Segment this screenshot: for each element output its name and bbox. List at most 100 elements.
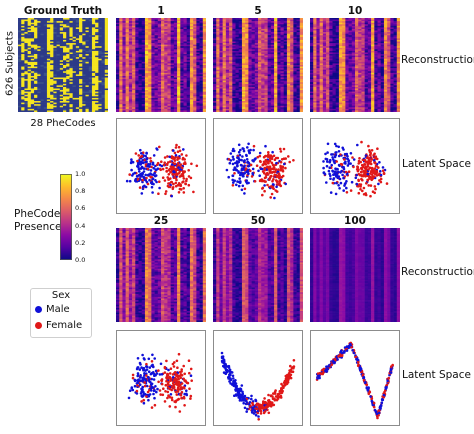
heatmap-cell — [277, 24, 281, 27]
heatmap-cell — [299, 69, 303, 72]
heatmap-cell — [167, 21, 171, 23]
heatmap-cell — [101, 38, 106, 41]
heatmap-cell — [122, 101, 126, 103]
heatmap-cell — [183, 49, 188, 52]
heatmap-cell — [225, 61, 230, 64]
heatmap-cell — [157, 85, 162, 88]
heatmap-cell — [63, 102, 67, 105]
heatmap-cell — [216, 52, 220, 55]
heatmap-cell — [53, 49, 57, 52]
heatmap-cell — [258, 90, 262, 92]
heatmap-cell — [296, 91, 301, 94]
heatmap-cell — [122, 55, 126, 58]
heatmap-cell — [30, 104, 35, 107]
heatmap-cell — [85, 32, 90, 34]
heatmap-cell — [274, 93, 278, 96]
heatmap-cell — [235, 79, 240, 81]
heatmap-cell — [157, 86, 162, 89]
heatmap-cell — [170, 38, 175, 41]
heatmap-cell — [222, 43, 227, 45]
heatmap-cell — [274, 75, 278, 78]
heatmap-cell — [141, 86, 146, 89]
heatmap-cell — [132, 61, 136, 64]
heatmap-cell — [66, 71, 70, 74]
heatmap-cell — [264, 39, 268, 42]
heatmap-cell — [141, 30, 146, 33]
heatmap-cell — [151, 50, 155, 53]
heatmap-cell — [151, 46, 155, 49]
heatmap-cell — [161, 57, 165, 60]
heatmap-cell — [151, 74, 155, 77]
heatmap-cell — [18, 61, 22, 64]
heatmap-cell — [53, 39, 57, 42]
heatmap-cell — [173, 66, 178, 69]
heatmap-cell — [72, 47, 77, 50]
heatmap-cell — [151, 66, 155, 69]
heatmap-cell — [154, 93, 159, 96]
heatmap-cell — [251, 86, 256, 89]
heatmap-cell — [164, 86, 168, 89]
heatmap-cell — [229, 46, 233, 49]
heatmap-cell — [264, 80, 268, 83]
heatmap-cell — [95, 80, 99, 83]
heatmap-cell — [164, 61, 168, 64]
heatmap-cell — [277, 65, 281, 67]
heatmap-cell — [122, 24, 126, 27]
heatmap-cell — [229, 55, 233, 58]
heatmap-cell — [170, 91, 175, 94]
heatmap-cell — [34, 39, 38, 42]
heatmap-cell — [248, 32, 252, 34]
heatmap-cell — [34, 35, 38, 38]
heatmap-cell — [53, 99, 57, 102]
heatmap-cell — [290, 35, 294, 38]
heatmap-cell — [264, 19, 268, 22]
heatmap-cell — [122, 85, 126, 88]
heatmap-cell — [122, 54, 126, 56]
heatmap-cell — [213, 99, 217, 102]
heatmap-cell — [290, 32, 294, 34]
heatmap-cell — [30, 54, 35, 56]
heatmap-cell — [293, 28, 297, 31]
heatmap-cell — [229, 80, 233, 83]
heatmap-cell — [261, 55, 265, 58]
heatmap-cell — [141, 55, 146, 58]
heatmap-cell — [290, 68, 294, 70]
heatmap-cell — [232, 19, 236, 22]
heatmap-cell — [254, 54, 259, 56]
heatmap-cell — [21, 22, 25, 25]
heatmap-cell — [219, 99, 223, 102]
heatmap-cell — [245, 41, 249, 44]
heatmap-cell — [91, 105, 96, 108]
heatmap-cell — [202, 19, 206, 22]
heatmap-cell — [264, 58, 268, 61]
heatmap-cell — [141, 83, 146, 86]
heatmap-cell — [119, 63, 123, 66]
heatmap-cell — [148, 30, 152, 33]
heatmap-cell — [69, 86, 73, 89]
heatmap-cell — [138, 19, 143, 22]
heatmap-cell — [167, 43, 171, 45]
heatmap-cell — [88, 79, 93, 81]
heatmap-cell — [213, 94, 217, 97]
heatmap-cell — [290, 24, 294, 27]
heatmap-cell — [154, 30, 159, 33]
heatmap-cell — [85, 22, 90, 25]
heatmap-cell — [280, 18, 285, 20]
heatmap-cell — [283, 94, 288, 97]
heatmap-cell — [283, 38, 288, 41]
heatmap-cell — [30, 85, 35, 88]
heatmap-cell — [157, 61, 162, 64]
heatmap-cell — [79, 54, 83, 56]
heatmap-cell — [293, 99, 297, 102]
heatmap-cell — [18, 102, 22, 105]
heatmap-cell — [290, 105, 294, 108]
heatmap-cell — [104, 22, 108, 25]
heatmap-cell — [79, 110, 83, 112]
heatmap-cell — [21, 86, 25, 89]
heatmap-cell — [56, 58, 61, 61]
heatmap-cell — [173, 52, 178, 55]
heatmap-cell — [116, 19, 120, 22]
heatmap-cell — [79, 96, 83, 99]
heatmap-cell — [151, 21, 155, 23]
heatmap-cell — [72, 25, 77, 28]
